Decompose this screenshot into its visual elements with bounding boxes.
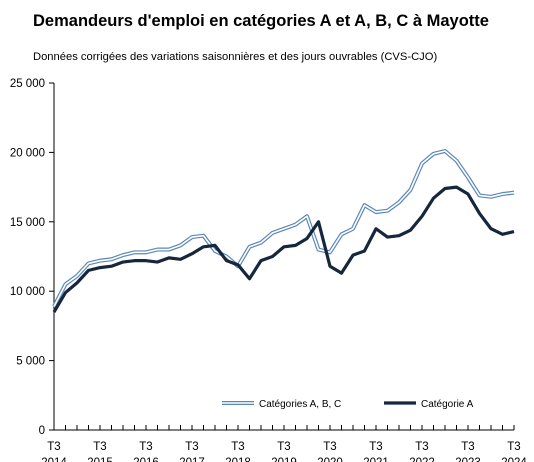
series-line-a [52, 185, 515, 313]
x-tick-label-year: 2024 [501, 457, 527, 462]
x-tick-label-quarter: T3 [415, 441, 428, 453]
legend-label-abc: Catégories A, B, C [259, 399, 341, 410]
axes: 0 5 000 10 000 15 000 20 000 25 000 T3 2014 T3 20… [10, 78, 528, 462]
x-tick-label-quarter: T3 [93, 441, 106, 453]
y-tick-label: 20 000 [10, 147, 45, 159]
series-line-abc-inner [53, 150, 515, 307]
x-tick-label-quarter: T3 [323, 441, 336, 453]
x-tick-label-quarter: T3 [461, 441, 474, 453]
x-tick-label-year: 2019 [271, 457, 297, 462]
series-layer [52, 149, 515, 313]
x-tick-label-quarter: T3 [369, 441, 382, 453]
x-tick-label-year: 2020 [317, 457, 343, 462]
chart-title: Demandeurs d'emploi en catégories A et A… [33, 12, 489, 30]
x-tick-label-year: 2021 [363, 457, 389, 462]
x-tick-label-year: 2023 [455, 457, 481, 462]
x-tick-label-quarter: T3 [185, 441, 198, 453]
x-tick-label-quarter: T3 [139, 441, 152, 453]
legend: Catégories A, B, C Catégorie A [222, 399, 474, 410]
y-tick-label: 10 000 [10, 286, 45, 298]
x-tick-label-year: 2016 [133, 457, 159, 462]
x-tick-label-quarter: T3 [507, 441, 520, 453]
x-tick-label-quarter: T3 [47, 441, 60, 453]
x-tick-label-year: 2018 [225, 457, 251, 462]
x-tick-label-quarter: T3 [277, 441, 290, 453]
y-tick-label: 5 000 [16, 356, 45, 368]
y-tick-label: 15 000 [10, 217, 45, 229]
chart-subtitle: Données corrigées des variations saisonn… [33, 51, 438, 63]
y-tick-label: 25 000 [10, 78, 45, 90]
x-tick-label-year: 2015 [87, 457, 113, 462]
legend-label-a: Catégorie A [421, 399, 474, 410]
x-tick-label-year: 2017 [179, 457, 205, 462]
x-tick-label-year: 2014 [41, 457, 67, 462]
x-tick-label-quarter: T3 [231, 441, 244, 453]
y-tick-label: 0 [39, 425, 45, 437]
x-tick-label-year: 2022 [409, 457, 435, 462]
